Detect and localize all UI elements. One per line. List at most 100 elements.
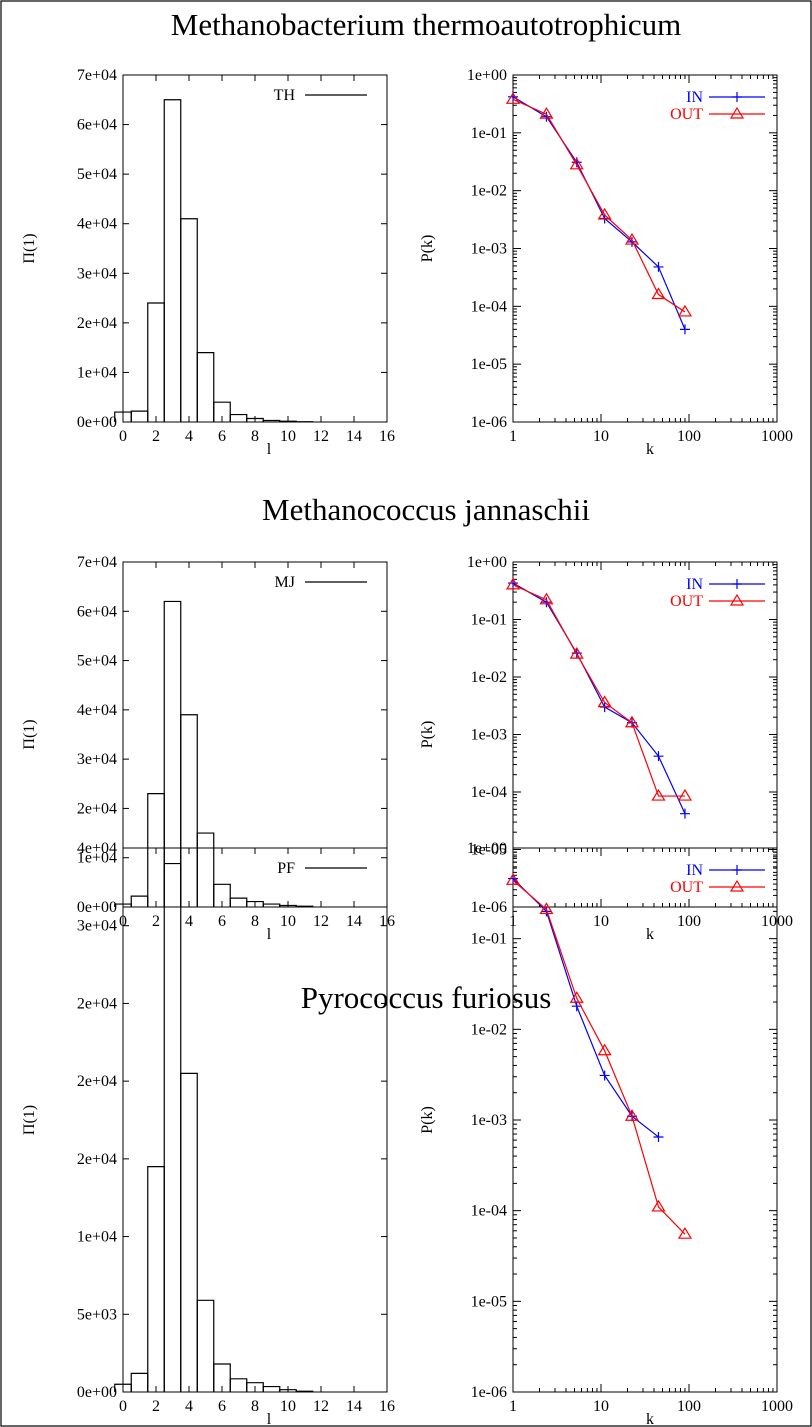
section-2-histogram: 0 2 4 6 8 10 12 14 160e+001e+042e+043e+044e+045e… (21, 554, 395, 943)
x-tick-label: 1 (509, 1398, 517, 1415)
y-tick-label: 2e+04 (77, 800, 117, 817)
data-point-out (729, 879, 745, 892)
y-tick-label: 1e-02 (471, 1021, 507, 1038)
y-tick-label: 0e+00 (77, 414, 117, 431)
series-out (505, 873, 693, 1239)
y-tick-label: 1e-01 (471, 612, 507, 629)
histogram-bar (213, 1363, 231, 1392)
y-axis-label: Π(1) (21, 719, 38, 749)
x-tick-label: 12 (313, 913, 329, 930)
data-point-out (729, 593, 745, 606)
y-tick-label: 4e+04 (77, 840, 117, 857)
y-tick-label: 1e-06 (471, 899, 507, 916)
section-title-2: Methanococcus jannaschii (262, 492, 590, 527)
x-tick-label: 14 (346, 428, 362, 445)
series-line-out (512, 98, 686, 313)
histogram-bar (180, 1072, 198, 1392)
x-tick-label: 100 (677, 1398, 701, 1415)
y-tick-label: 1e-06 (471, 414, 507, 431)
data-point-out (539, 902, 554, 915)
data-point-out (539, 592, 554, 605)
y-tick-label: 1e+04 (77, 1229, 117, 1246)
histogram-bar (295, 905, 314, 907)
histogram-bar (213, 883, 231, 907)
x-tick-label: 1000 (761, 1398, 793, 1415)
x-tick-label: 6 (218, 913, 226, 930)
y-tick-label: 1e-01 (471, 125, 507, 142)
data-point-in (732, 92, 742, 102)
series-out (505, 577, 693, 801)
data-point-out (539, 107, 554, 119)
histogram-bar (196, 832, 215, 907)
data-point-out (569, 646, 584, 659)
y-axis-label: Π(1) (21, 1105, 38, 1135)
x-tick-label: 4 (185, 1398, 193, 1415)
x-tick-label: 4 (185, 913, 193, 930)
x-axis-label: k (646, 1411, 654, 1427)
y-tick-label: 2e+04 (77, 1073, 117, 1090)
y-tick-label: 1e+00 (467, 67, 507, 84)
x-tick-label: 10 (593, 428, 609, 445)
data-point-in (653, 1131, 664, 1142)
x-tick-label: 8 (251, 1398, 259, 1415)
data-point-out (729, 106, 745, 119)
data-point-out (624, 715, 640, 728)
y-tick-label: 1e-04 (471, 1203, 507, 1220)
y-tick-label: 0e+00 (77, 1384, 117, 1401)
legend-label-out: OUT (670, 879, 703, 896)
x-tick-label: 2 (152, 913, 160, 930)
x-axis-label: k (646, 441, 654, 458)
y-tick-label: 1e-03 (471, 1112, 507, 1129)
x-tick-label: 100 (677, 428, 701, 445)
data-point-out (597, 695, 612, 708)
y-tick-label: 2e+04 (77, 315, 117, 332)
y-tick-label: 1e-06 (471, 1384, 507, 1401)
x-tick-label: 12 (313, 1398, 329, 1415)
y-tick-label: 5e+04 (77, 653, 117, 670)
data-point-out (505, 92, 521, 104)
x-tick-label: 100 (677, 913, 701, 930)
y-tick-label: 7e+04 (77, 554, 117, 571)
x-tick-label: 10 (280, 913, 296, 930)
data-point-in (679, 808, 690, 819)
legend-label: TH (274, 87, 296, 104)
histogram-bar (295, 1390, 314, 1392)
histogram-bar (180, 218, 198, 422)
data-point-out (624, 232, 640, 245)
section-title-3: Pyrococcus furiosus (301, 980, 552, 1015)
legend-label-in: IN (686, 862, 703, 879)
x-tick-label: 4 (185, 428, 193, 445)
x-tick-label: 12 (313, 428, 329, 445)
y-axis-label: P(k) (419, 1106, 436, 1134)
y-axis-label: P(k) (419, 235, 436, 263)
legend-label-out: OUT (670, 106, 703, 123)
section-title-1: Methanobacterium thermoautotrophicum (171, 7, 682, 42)
series-line-out (512, 879, 686, 1235)
data-point-in (599, 1070, 610, 1081)
y-tick-label: 2e+04 (77, 995, 117, 1012)
x-tick-label: 8 (251, 913, 259, 930)
y-tick-label: 6e+04 (77, 603, 117, 620)
y-tick-label: 1e-02 (471, 669, 507, 686)
y-tick-label: 1e+00 (467, 554, 507, 571)
section-1-degree-plot: 1 10 100 1000 1e-06 1e-05 1e-04 1e-03 1e-02 1e-01… (419, 67, 793, 458)
data-point-out (677, 304, 693, 317)
y-tick-label: 1e-02 (471, 183, 507, 200)
y-tick-label: 5e+04 (77, 166, 117, 183)
x-tick-label: 6 (218, 1398, 226, 1415)
y-tick-label: 4e+04 (77, 702, 117, 719)
histogram-bar (196, 352, 215, 422)
data-point-out (677, 1227, 693, 1239)
y-tick-label: 1e+04 (77, 364, 117, 381)
series-line-out (512, 584, 685, 797)
x-tick-label: 8 (251, 428, 259, 445)
y-tick-label: 3e+04 (77, 751, 117, 768)
data-point-in (541, 111, 552, 122)
x-axis-label: l (267, 441, 272, 458)
y-tick-label: 6e+04 (77, 117, 117, 134)
data-point-out (651, 1199, 666, 1212)
x-tick-label: 2 (152, 428, 160, 445)
histogram-bar (196, 1299, 215, 1392)
y-axis-label: Π(1) (21, 233, 38, 263)
